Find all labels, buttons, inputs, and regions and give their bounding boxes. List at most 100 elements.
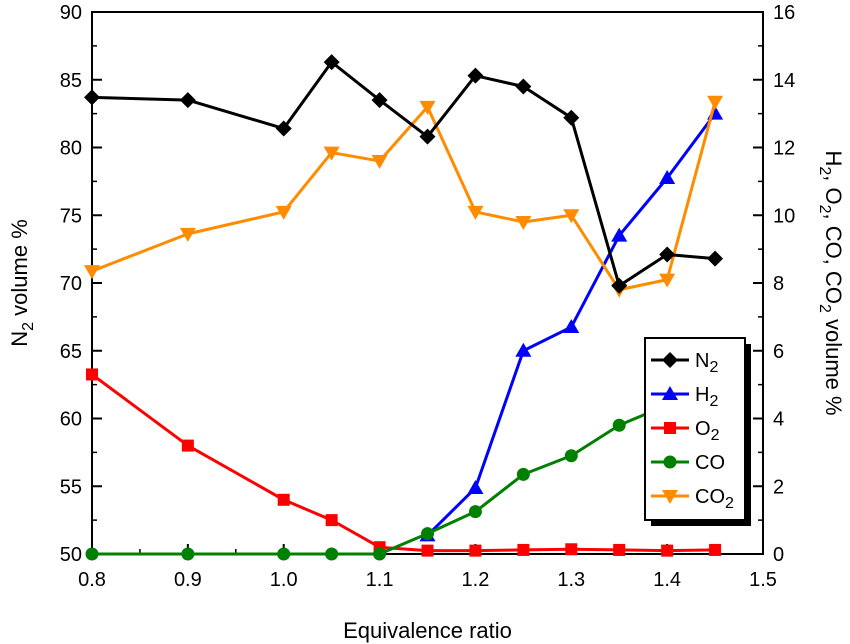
series-n2-point — [275, 120, 292, 137]
series-n2-point — [371, 92, 388, 109]
series-n2-point — [611, 277, 628, 294]
x-tick-label: 1.4 — [653, 569, 681, 591]
series-co2-line — [91, 101, 717, 292]
series-co2-point — [323, 146, 340, 161]
series-co-point — [85, 547, 99, 561]
x-tick-label: 0.8 — [78, 569, 106, 591]
y-right-tick-label: 12 — [773, 138, 795, 160]
series-co2 — [84, 95, 724, 298]
axes-layer: 0.8 0.9 1.0 1.1 1.2 1.3 1.4 1.55055606570758085… — [7, 2, 846, 643]
legend-marker-o2 — [664, 422, 676, 434]
y-left-tick-label: 75 — [60, 205, 82, 227]
series-n2-point — [707, 250, 724, 267]
y-right-tick-label: 2 — [773, 476, 784, 498]
y-right-tick-label: 4 — [773, 409, 784, 431]
series-co-point — [468, 505, 482, 519]
legend-marker-n2 — [662, 352, 678, 368]
series-n2-point — [467, 67, 484, 84]
series-o2-point — [181, 439, 194, 452]
legend-label-n2: N2 — [695, 350, 718, 376]
series-h2-point — [611, 227, 628, 242]
x-axis-title: Equivalence ratio — [343, 618, 512, 643]
y-left-tick-label: 60 — [60, 409, 82, 431]
x-tick-label: 1.3 — [557, 569, 585, 591]
series-co2-point — [563, 209, 580, 224]
series-n2-point — [659, 246, 676, 263]
series-o2-point — [661, 544, 674, 557]
series-n2-point — [515, 78, 532, 95]
y-left-tick-label: 70 — [60, 273, 82, 295]
y-left-tick-label: 80 — [60, 138, 82, 160]
series-o2-point — [325, 514, 338, 527]
series-o2-point — [517, 543, 530, 556]
legend-marker-co2 — [662, 490, 678, 504]
legend-marker-h2 — [662, 386, 678, 400]
series-n2-point — [419, 128, 436, 145]
series-o2-point — [86, 368, 98, 381]
series-co-point — [612, 418, 626, 432]
series-co-point — [325, 547, 339, 561]
x-tick-label: 1.1 — [366, 569, 394, 591]
x-tick-label: 1.5 — [749, 569, 777, 591]
legend-marker-co — [663, 455, 677, 469]
series-co-point — [181, 547, 195, 561]
series-co — [85, 398, 674, 561]
y-left-axis-title: N2 volume % — [7, 219, 37, 347]
series-co-point — [373, 547, 387, 561]
series-co2-point — [419, 100, 436, 115]
y-left-tick-label: 65 — [60, 341, 82, 363]
series-co2-point — [659, 273, 676, 288]
y-right-tick-label: 8 — [773, 273, 784, 295]
y-right-tick-label: 14 — [773, 70, 795, 92]
series-co2-point — [179, 227, 196, 242]
series-o2-line — [91, 373, 716, 553]
series-o2-point — [421, 544, 434, 557]
legend-label-co: CO — [695, 452, 725, 474]
series-co2-point — [467, 205, 484, 220]
series-h2-point — [467, 479, 484, 494]
series-o2-point — [277, 493, 290, 506]
series-n2-point — [84, 89, 100, 106]
y-left-tick-label: 50 — [60, 544, 82, 566]
series-co-line — [92, 403, 668, 556]
series-co2-point — [371, 155, 388, 170]
y-left-tick-label: 55 — [60, 476, 82, 498]
legend-label-co2: CO2 — [695, 486, 734, 512]
legend: N2 H2 O2 CO CO2 — [644, 337, 751, 526]
series-o2-point — [709, 543, 722, 556]
series-o2-point — [469, 544, 482, 557]
series-n2-line — [91, 60, 716, 288]
series-n2-point — [323, 54, 340, 71]
series-layer — [84, 54, 724, 561]
legend-label-h2: H2 — [695, 384, 718, 410]
x-tick-label: 1.2 — [462, 569, 490, 591]
series-co-point — [421, 527, 434, 541]
series-n2-point — [563, 109, 580, 126]
series-o2-point — [613, 543, 626, 556]
y-right-tick-label: 6 — [773, 341, 784, 363]
series-n2-point — [179, 92, 196, 109]
series-o2 — [86, 368, 722, 557]
y-right-tick-label: 16 — [773, 2, 795, 24]
y-right-tick-label: 10 — [773, 205, 795, 227]
y-left-tick-label: 85 — [60, 70, 82, 92]
legend-label-o2: O2 — [695, 418, 720, 444]
series-co-point — [277, 547, 291, 561]
series-co2-point — [707, 95, 724, 110]
series-o2-point — [565, 543, 578, 556]
y-right-axis-title: H2, O2, CO, CO2 volume % — [816, 150, 846, 415]
series-co2-point — [515, 216, 532, 231]
x-tick-label: 0.9 — [174, 569, 202, 591]
series-co2-point — [275, 205, 292, 220]
series-h2-point — [515, 342, 532, 357]
series-co-point — [564, 449, 578, 463]
series-n2 — [84, 54, 724, 294]
y-left-tick-label: 90 — [60, 2, 82, 24]
y-right-tick-label: 0 — [773, 544, 784, 566]
series-h2-point — [659, 169, 676, 184]
series-co-point — [516, 467, 530, 481]
x-tick-label: 1.0 — [270, 569, 298, 591]
series-co2-point — [84, 265, 100, 280]
series-h2-point — [563, 319, 580, 334]
